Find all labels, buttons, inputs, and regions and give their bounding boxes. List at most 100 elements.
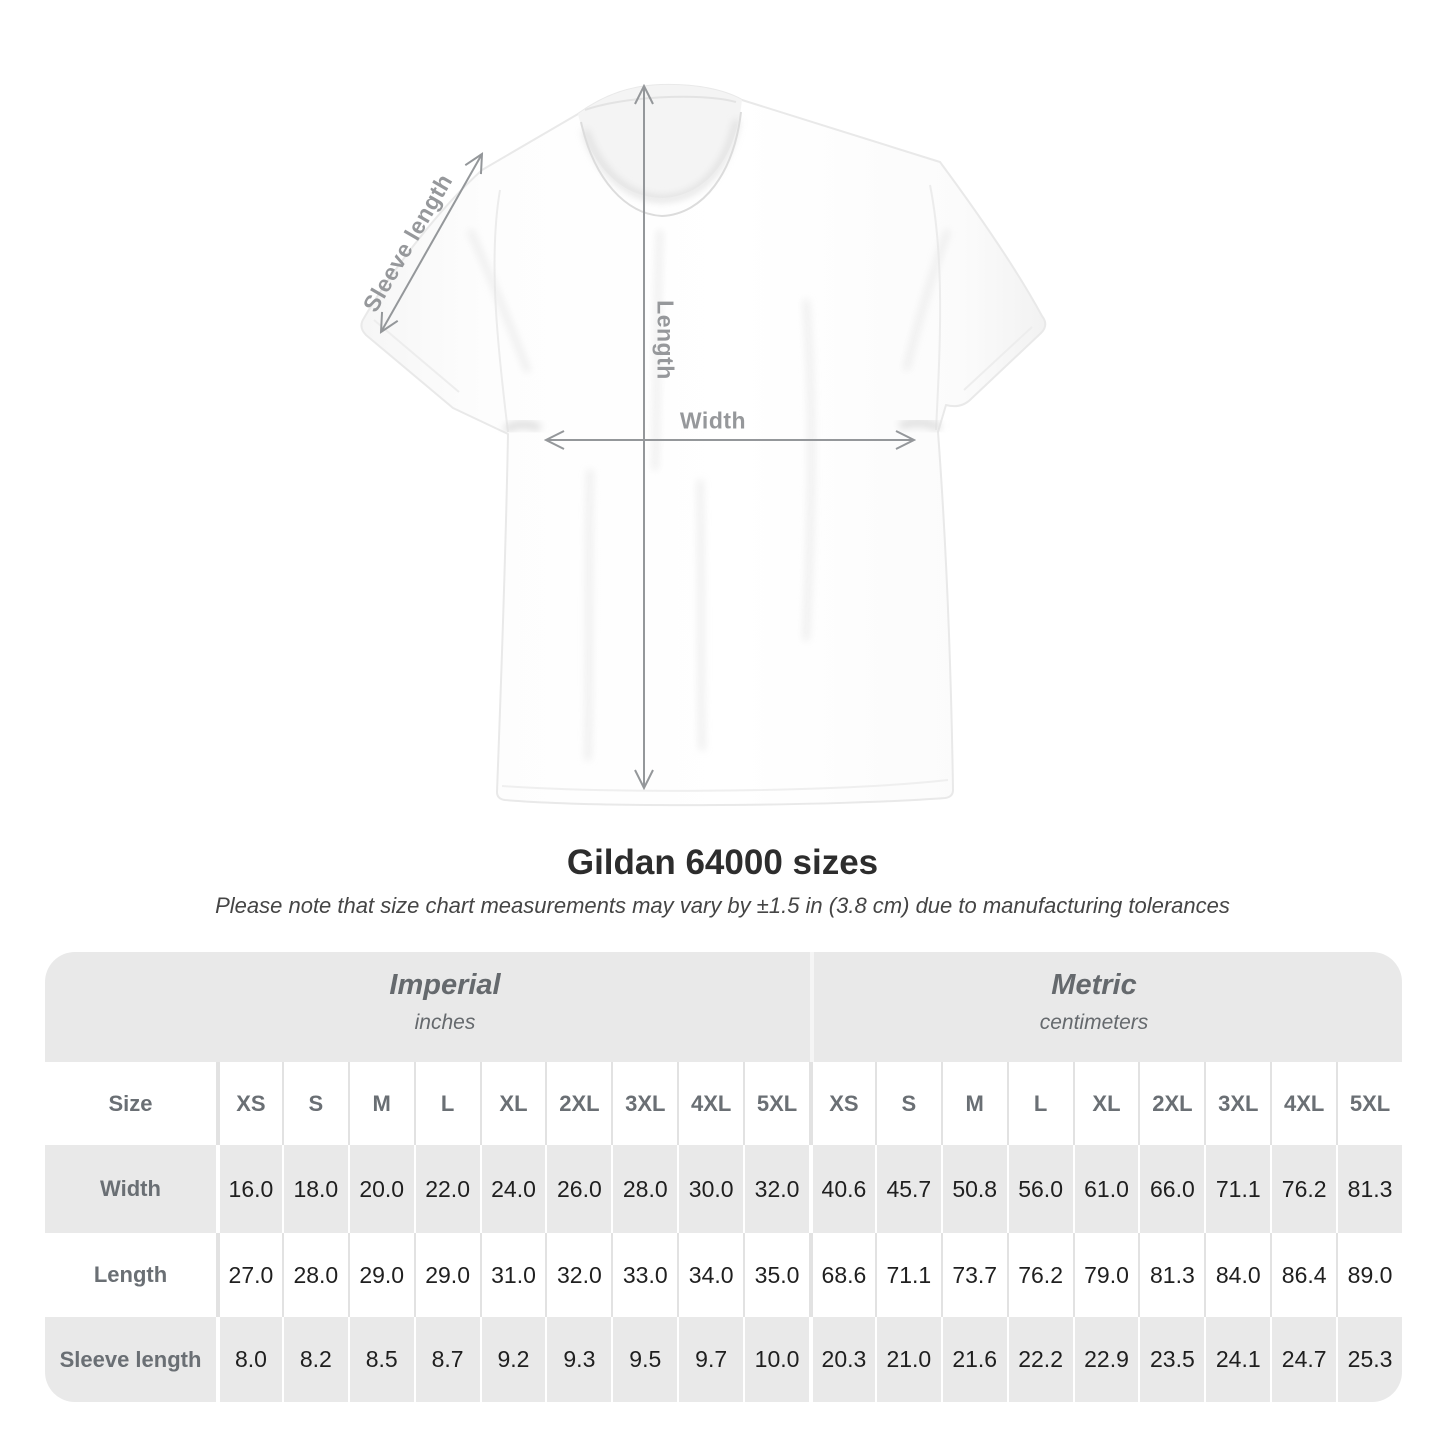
value-cell: 45.7 xyxy=(874,1145,941,1233)
size-cell: 5XL xyxy=(1336,1062,1402,1145)
value-cell: 9.7 xyxy=(677,1317,743,1402)
value-cell: 32.0 xyxy=(545,1233,611,1317)
size-cell: S xyxy=(874,1062,941,1145)
metric-header: Metric centimeters xyxy=(1040,969,1149,1035)
size-header-row: Size XS S M L XL 2XL 3XL 4XL 5XL XS S M … xyxy=(45,1062,1402,1145)
table-row-width: Width 16.0 18.0 20.0 22.0 24.0 26.0 28.0… xyxy=(45,1145,1402,1233)
band-divider xyxy=(810,952,814,1062)
value-cell: 23.5 xyxy=(1138,1317,1204,1402)
table-row-length: Length 27.0 28.0 29.0 29.0 31.0 32.0 33.… xyxy=(45,1233,1402,1317)
size-cell: L xyxy=(1006,1062,1073,1145)
size-cell: 3XL xyxy=(611,1062,677,1145)
value-cell: 20.3 xyxy=(808,1317,875,1402)
value-cell: 16.0 xyxy=(216,1145,282,1233)
value-cell: 34.0 xyxy=(677,1233,743,1317)
size-cell: 4XL xyxy=(1270,1062,1336,1145)
value-cell: 24.0 xyxy=(479,1145,546,1233)
value-cell: 28.0 xyxy=(281,1233,348,1317)
value-cell: 9.3 xyxy=(545,1317,611,1402)
value-cell: 8.0 xyxy=(216,1317,282,1402)
size-cell: XS xyxy=(216,1062,282,1145)
value-cell: 40.6 xyxy=(808,1145,875,1233)
value-cell: 28.0 xyxy=(611,1145,677,1233)
size-cell: 2XL xyxy=(545,1062,611,1145)
size-cell: 4XL xyxy=(677,1062,743,1145)
size-table: Imperial inches Metric centimeters Size … xyxy=(45,952,1402,1402)
value-cell: 76.2 xyxy=(1270,1145,1336,1233)
value-cell: 27.0 xyxy=(216,1233,282,1317)
value-cell: 50.8 xyxy=(940,1145,1007,1233)
value-cell: 22.2 xyxy=(1006,1317,1073,1402)
row-label: Sleeve length xyxy=(59,1346,202,1372)
imperial-header: Imperial inches xyxy=(389,969,500,1035)
right-sleeve-seam xyxy=(929,184,942,431)
imperial-unit: inches xyxy=(414,1011,476,1034)
value-cell: 22.0 xyxy=(413,1145,480,1233)
sleeve-length-arrow xyxy=(381,154,482,332)
value-cell: 21.0 xyxy=(874,1317,941,1402)
measurement-arrows xyxy=(381,86,914,788)
metric-unit: centimeters xyxy=(1039,1011,1149,1034)
metric-title: Metric xyxy=(1051,969,1137,1001)
value-cell: 24.7 xyxy=(1270,1317,1336,1402)
value-cell: 9.2 xyxy=(479,1317,546,1402)
size-cell: M xyxy=(347,1062,414,1145)
value-cell: 68.6 xyxy=(808,1233,875,1317)
left-sleeve-seam xyxy=(493,189,509,433)
value-cell: 33.0 xyxy=(611,1233,677,1317)
value-cell: 84.0 xyxy=(1204,1233,1270,1317)
value-cell: 79.0 xyxy=(1072,1233,1139,1317)
collar-ribbing-edge xyxy=(580,111,742,218)
value-cell: 18.0 xyxy=(281,1145,348,1233)
length-label: Length xyxy=(652,300,679,380)
page-title: Gildan 64000 sizes xyxy=(566,843,879,882)
corner-label: Size xyxy=(108,1090,153,1116)
value-cell: 61.0 xyxy=(1072,1145,1139,1233)
value-cell: 35.0 xyxy=(743,1233,809,1317)
value-cell: 31.0 xyxy=(479,1233,546,1317)
value-cell: 81.3 xyxy=(1336,1145,1402,1233)
value-cell: 66.0 xyxy=(1138,1145,1204,1233)
value-cell: 8.7 xyxy=(413,1317,480,1402)
value-cell: 56.0 xyxy=(1006,1145,1073,1233)
size-cell: L xyxy=(413,1062,480,1145)
size-cell: XS xyxy=(808,1062,875,1145)
value-cell: 21.6 xyxy=(940,1317,1007,1402)
table-row-sleeve-length: Sleeve length 8.0 8.2 8.5 8.7 9.2 9.3 9.… xyxy=(45,1317,1402,1402)
tolerance-note: Please note that size chart measurements… xyxy=(215,893,1230,918)
value-cell: 26.0 xyxy=(545,1145,611,1233)
tshirt-graphic xyxy=(360,83,1047,807)
width-label: Width xyxy=(679,407,747,434)
value-cell: 86.4 xyxy=(1270,1233,1336,1317)
size-cell: XL xyxy=(479,1062,546,1145)
value-cell: 71.1 xyxy=(1204,1145,1270,1233)
size-cell: 3XL xyxy=(1204,1062,1270,1145)
value-cell: 76.2 xyxy=(1006,1233,1073,1317)
row-label: Length xyxy=(93,1262,168,1287)
unit-header-band: Imperial inches Metric centimeters xyxy=(45,952,1402,1062)
value-cell: 8.2 xyxy=(281,1317,348,1402)
collar-inner-shadow xyxy=(582,119,740,203)
collar-back-rim xyxy=(584,95,737,111)
right-cuff-stitch xyxy=(963,326,1033,391)
value-cell: 32.0 xyxy=(743,1145,809,1233)
collar-opening xyxy=(578,84,742,198)
size-cell: XL xyxy=(1072,1062,1139,1145)
size-cell: 2XL xyxy=(1138,1062,1204,1145)
imperial-title: Imperial xyxy=(389,969,501,1001)
value-cell: 30.0 xyxy=(677,1145,743,1233)
value-cell: 24.1 xyxy=(1204,1317,1270,1402)
value-cell: 10.0 xyxy=(743,1317,809,1402)
value-cell: 89.0 xyxy=(1336,1233,1402,1317)
value-cell: 29.0 xyxy=(413,1233,480,1317)
value-cell: 22.9 xyxy=(1072,1317,1139,1402)
value-cell: 20.0 xyxy=(347,1145,414,1233)
underarm-shadows xyxy=(502,418,942,434)
hem-stitch xyxy=(501,779,949,792)
value-cell: 29.0 xyxy=(347,1233,414,1317)
value-cell: 73.7 xyxy=(940,1233,1007,1317)
value-cell: 81.3 xyxy=(1138,1233,1204,1317)
value-cell: 71.1 xyxy=(874,1233,941,1317)
size-cell: S xyxy=(281,1062,348,1145)
